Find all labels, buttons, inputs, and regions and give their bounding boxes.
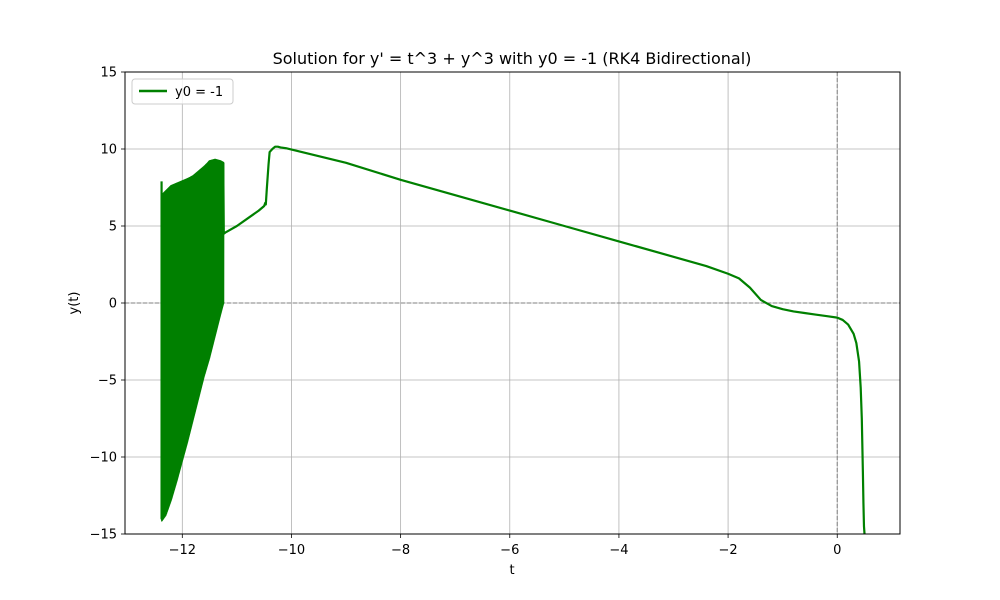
y-axis-label: y(t): [67, 292, 82, 315]
series-line-y0: [160, 145, 866, 535]
x-axis: −12 −10 −8 −6 −4 −2 0: [169, 534, 841, 558]
legend-label: y0 = -1: [175, 85, 223, 100]
x-tick-label: −6: [500, 543, 519, 558]
y-tick-label: 15: [100, 66, 117, 81]
y-tick-label: 10: [100, 143, 117, 158]
x-tick-label: −12: [169, 543, 196, 558]
y-axis: −15 −10 −5 0 5 10 15: [90, 66, 125, 543]
x-tick-label: −10: [278, 543, 305, 558]
oscillation-band: [160, 159, 225, 522]
legend: y0 = -1: [131, 78, 234, 105]
x-axis-label: t: [509, 563, 514, 578]
y-tick-label: −5: [98, 374, 117, 389]
x-tick-label: −2: [718, 543, 737, 558]
reference-lines: [125, 72, 900, 534]
y-tick-label: 0: [109, 297, 117, 312]
x-tick-label: 0: [833, 543, 841, 558]
x-tick-label: −8: [391, 543, 410, 558]
x-tick-label: −4: [609, 543, 628, 558]
y-tick-label: −10: [90, 451, 117, 466]
y-tick-label: −15: [90, 528, 117, 543]
legend-box: [131, 78, 234, 105]
plot-area: [160, 145, 866, 535]
y-tick-label: 5: [109, 220, 117, 235]
chart-title: Solution for y' = t^3 + y^3 with y0 = -1…: [273, 49, 752, 68]
